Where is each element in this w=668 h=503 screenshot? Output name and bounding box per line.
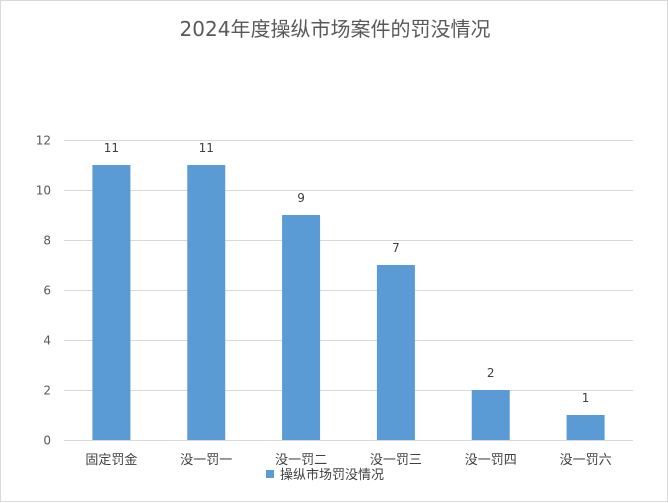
chart-title: 2024年度操纵市场案件的罚没情况 [180, 17, 491, 41]
y-tick-label: 10 [36, 184, 51, 198]
x-category-label: 固定罚金 [85, 452, 137, 468]
x-axis-categories: 固定罚金 没一罚一 没一罚二 没一罚三 没一罚四 没一罚六 [85, 452, 611, 468]
legend-label: 操纵市场罚没情况 [280, 467, 384, 483]
y-tick-label: 12 [36, 134, 51, 148]
x-category-label: 没一罚三 [370, 453, 422, 468]
x-category-label: 没一罚二 [275, 453, 327, 468]
bar [282, 215, 321, 440]
bar [566, 415, 605, 440]
x-category-label: 没一罚一 [180, 453, 232, 468]
y-tick-label: 6 [43, 284, 51, 298]
data-label: 11 [104, 141, 119, 155]
x-category-label: 没一罚六 [560, 453, 612, 468]
data-label: 2 [487, 366, 495, 380]
bar [376, 265, 415, 440]
bars [92, 165, 605, 440]
data-label: 1 [582, 391, 590, 405]
bar [471, 390, 510, 440]
y-tick-label: 2 [43, 384, 51, 398]
gridlines [64, 140, 633, 391]
data-label: 9 [297, 191, 305, 205]
y-tick-label: 4 [43, 334, 51, 348]
x-category-label: 没一罚四 [465, 453, 517, 468]
data-label: 7 [392, 241, 400, 255]
bar [92, 165, 131, 440]
data-label: 11 [199, 141, 214, 155]
data-labels: 11 11 9 7 2 1 [104, 141, 590, 405]
bar [187, 165, 226, 440]
y-tick-label: 0 [43, 434, 51, 448]
y-axis-ticks: 0 2 4 6 8 10 12 [36, 134, 51, 448]
legend-swatch [266, 470, 274, 478]
legend: 操纵市场罚没情况 [266, 467, 384, 483]
y-tick-label: 8 [43, 234, 51, 248]
